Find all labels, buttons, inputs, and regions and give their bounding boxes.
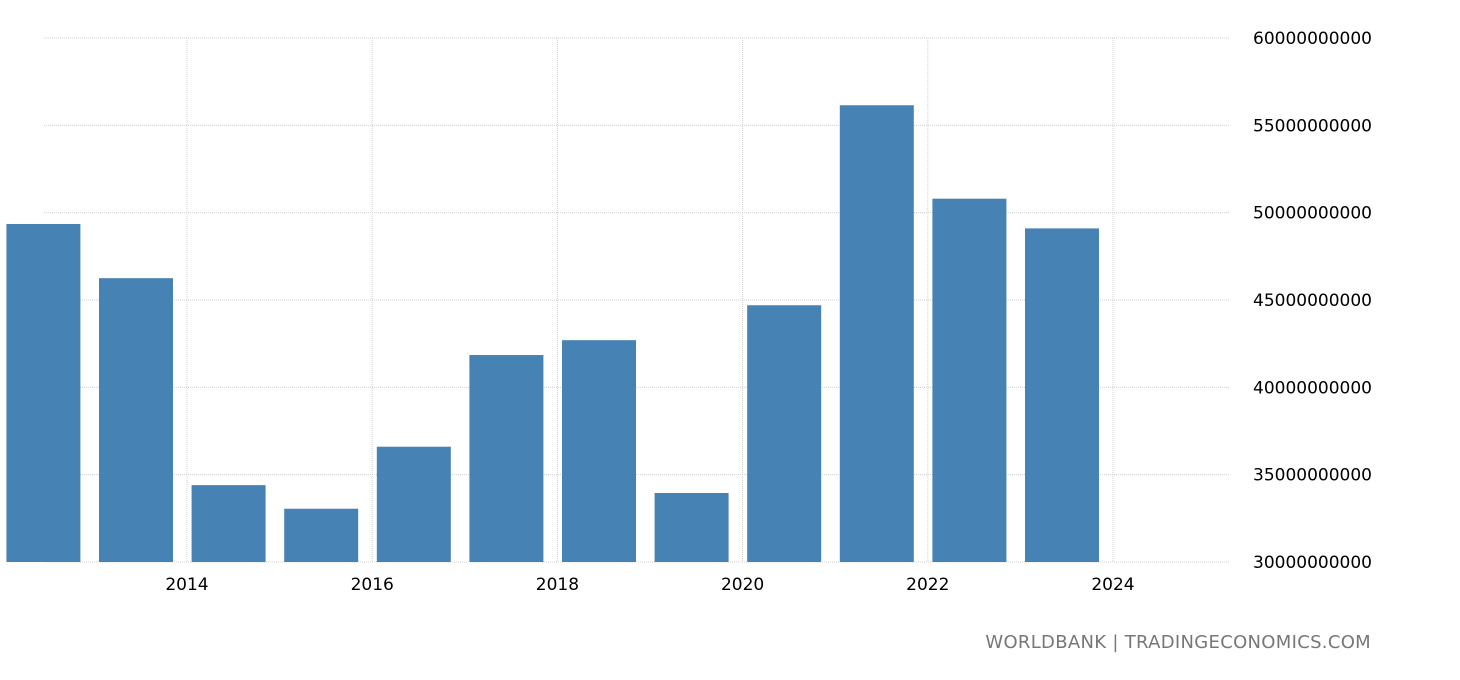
bar-2015 <box>191 485 266 562</box>
bar-2014 <box>99 278 173 562</box>
source-label: WORLDBANK | TRADINGECONOMICS.COM <box>985 632 1371 653</box>
bar-2018 <box>469 355 544 562</box>
y-tick-label: 50000000000 <box>1253 204 1372 224</box>
bar-2019 <box>562 340 636 562</box>
x-tick-label: 2014 <box>165 575 208 595</box>
y-tick-label: 55000000000 <box>1253 116 1372 136</box>
y-tick-label: 45000000000 <box>1253 291 1372 311</box>
bar-2016 <box>284 508 359 562</box>
y-tick-label: 35000000000 <box>1253 466 1372 486</box>
x-tick-label: 2024 <box>1091 575 1134 595</box>
y-tick-label: 30000000000 <box>1253 553 1372 573</box>
bar-2022 <box>839 105 914 562</box>
x-tick-label: 2016 <box>351 575 394 595</box>
bar-2023 <box>932 198 1007 562</box>
y-tick-label: 60000000000 <box>1253 29 1372 49</box>
bar-2024 <box>1025 228 1099 563</box>
x-tick-label: 2022 <box>906 575 949 595</box>
bar-2013 <box>6 224 81 562</box>
bar-2017 <box>376 446 451 562</box>
bar-2021 <box>747 305 822 562</box>
x-tick-label: 2020 <box>721 575 764 595</box>
bar-2020 <box>654 493 729 562</box>
x-tick-label: 2018 <box>536 575 579 595</box>
y-tick-label: 40000000000 <box>1253 378 1372 398</box>
